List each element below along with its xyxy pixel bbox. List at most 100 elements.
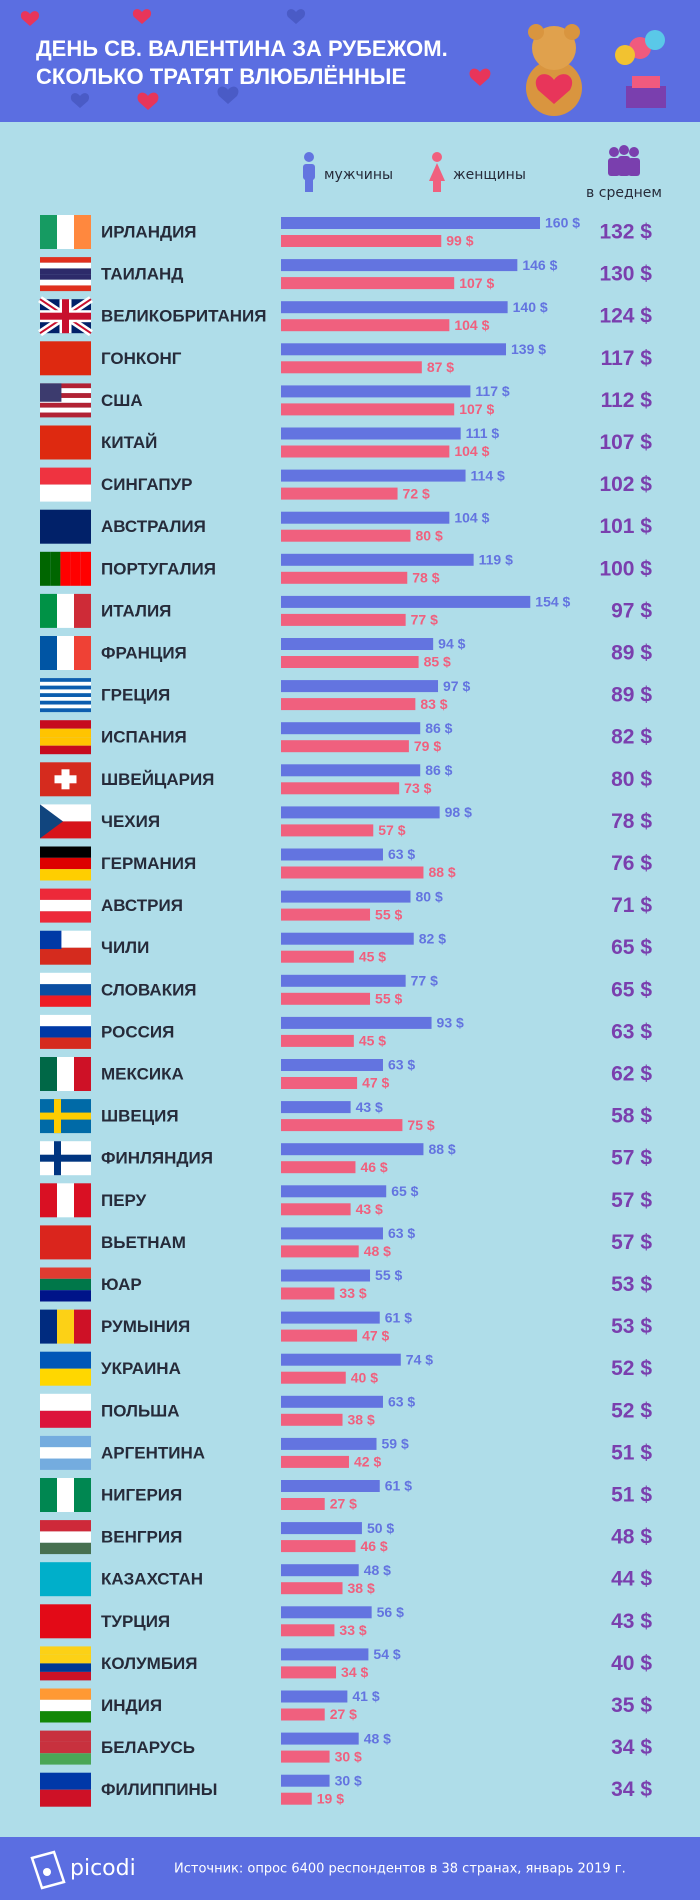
flag-part bbox=[40, 388, 91, 394]
country-name: ТУРЦИЯ bbox=[101, 1612, 170, 1631]
value-label: 79 $ bbox=[414, 738, 441, 754]
average-value: 97 $ bbox=[611, 599, 652, 622]
flag-part bbox=[74, 1183, 91, 1218]
flag-part bbox=[40, 1730, 91, 1742]
value-label: 63 $ bbox=[388, 1394, 415, 1410]
bar bbox=[281, 1522, 362, 1535]
flag bbox=[40, 1183, 91, 1218]
bar bbox=[281, 1648, 369, 1661]
bar bbox=[281, 553, 474, 566]
value-label: 85 $ bbox=[424, 654, 451, 670]
average-value: 44 $ bbox=[611, 1568, 652, 1591]
flag-part bbox=[40, 279, 91, 286]
flag-part bbox=[40, 728, 91, 738]
flag-part bbox=[40, 1772, 91, 1790]
bar bbox=[281, 259, 518, 272]
country-name: ПОРТУГАЛИЯ bbox=[101, 559, 216, 578]
flag-part bbox=[40, 1699, 91, 1712]
average-value: 65 $ bbox=[611, 936, 652, 959]
average-value: 52 $ bbox=[611, 1399, 652, 1422]
value-label: 77 $ bbox=[411, 973, 438, 989]
value-label: 46 $ bbox=[360, 1159, 387, 1175]
average-value: 101 $ bbox=[599, 515, 652, 538]
flag bbox=[40, 509, 91, 544]
flag-part bbox=[40, 984, 91, 996]
flag-part bbox=[40, 947, 91, 965]
bar bbox=[281, 427, 461, 440]
flag-part bbox=[40, 1225, 91, 1260]
bar bbox=[281, 1161, 356, 1174]
flag bbox=[40, 1351, 91, 1386]
flag-part bbox=[40, 1393, 91, 1411]
average-value: 107 $ bbox=[599, 431, 652, 454]
value-label: 63 $ bbox=[388, 1057, 415, 1073]
bar bbox=[281, 277, 455, 290]
value-label: 48 $ bbox=[364, 1562, 391, 1578]
value-label: 55 $ bbox=[375, 1267, 402, 1283]
bar bbox=[281, 1227, 383, 1240]
flag-part bbox=[40, 1309, 57, 1344]
value-label: 146 $ bbox=[522, 257, 557, 273]
value-label: 42 $ bbox=[354, 1454, 381, 1470]
value-label: 83 $ bbox=[420, 696, 447, 712]
average-value: 102 $ bbox=[599, 473, 652, 496]
flag-part bbox=[40, 257, 91, 263]
flag bbox=[40, 1099, 91, 1134]
flag bbox=[40, 467, 91, 502]
flag bbox=[40, 425, 91, 460]
flag-part bbox=[40, 1154, 91, 1162]
flag-part bbox=[40, 1410, 91, 1428]
value-label: 63 $ bbox=[388, 1225, 415, 1241]
flag-part bbox=[40, 930, 62, 950]
bar bbox=[281, 343, 507, 356]
legend-label: женщины bbox=[453, 167, 526, 183]
flag-part bbox=[57, 1183, 74, 1218]
country-name: ИСПАНИЯ bbox=[101, 728, 187, 747]
bar bbox=[281, 950, 354, 963]
bar bbox=[281, 1413, 343, 1426]
footer bbox=[0, 1837, 700, 1900]
flag-part bbox=[40, 1278, 91, 1291]
value-label: 45 $ bbox=[359, 948, 386, 964]
legend: мужчины женщины в среднем bbox=[303, 145, 662, 201]
flag-part bbox=[40, 689, 91, 694]
flag bbox=[40, 1478, 91, 1512]
flag bbox=[40, 888, 91, 923]
bar bbox=[281, 1606, 372, 1619]
bar bbox=[281, 1774, 330, 1787]
average-value: 89 $ bbox=[611, 684, 652, 707]
value-label: 88 $ bbox=[428, 864, 455, 880]
bar bbox=[281, 1732, 359, 1745]
bar bbox=[281, 1016, 432, 1029]
value-label: 80 $ bbox=[416, 527, 443, 543]
flag bbox=[40, 215, 91, 249]
bar bbox=[281, 361, 422, 374]
flag bbox=[40, 1730, 91, 1765]
flag-part bbox=[40, 407, 91, 413]
country-name: ВЕНГРИЯ bbox=[101, 1528, 182, 1547]
bar bbox=[281, 1101, 351, 1114]
value-label: 107 $ bbox=[459, 275, 494, 291]
value-label: 19 $ bbox=[317, 1790, 344, 1806]
legend-label: мужчины bbox=[324, 167, 393, 183]
value-label: 33 $ bbox=[339, 1622, 366, 1638]
flag-part bbox=[40, 708, 91, 713]
flag-part bbox=[40, 1458, 91, 1470]
flag-part bbox=[57, 593, 74, 628]
bar bbox=[281, 445, 450, 458]
bar bbox=[281, 1185, 387, 1198]
value-label: 30 $ bbox=[335, 1748, 362, 1764]
country-name: СИНГАПУР bbox=[101, 475, 193, 494]
bar bbox=[281, 217, 540, 229]
bar bbox=[281, 1582, 343, 1595]
title-line: СКОЛЬКО ТРАТЯТ ВЛЮБЛЁННЫЕ bbox=[36, 64, 406, 89]
flag-part bbox=[40, 1671, 91, 1681]
value-label: 41 $ bbox=[352, 1688, 379, 1704]
value-label: 78 $ bbox=[412, 570, 439, 586]
bar bbox=[281, 698, 416, 711]
flag-part bbox=[40, 1542, 91, 1555]
flag bbox=[40, 593, 91, 628]
country-name: СЛОВАКИЯ bbox=[101, 980, 197, 999]
